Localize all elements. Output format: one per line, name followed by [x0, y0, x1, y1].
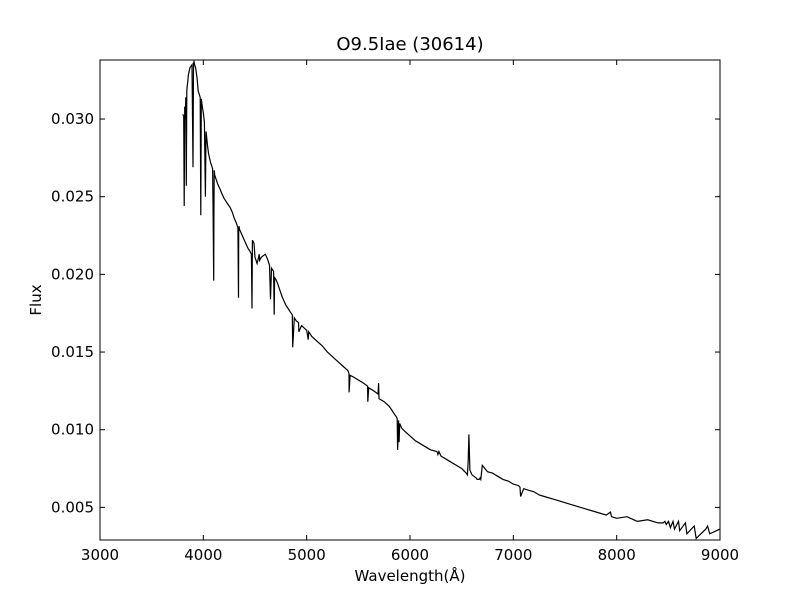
y-tick-label: 0.015	[51, 343, 94, 361]
x-tick-label: 3000	[81, 546, 119, 564]
chart-title: O9.5Iae (30614)	[336, 34, 483, 55]
x-tick-label: 6000	[391, 546, 429, 564]
x-tick-label: 7000	[494, 546, 532, 564]
x-tick-label: 8000	[598, 546, 636, 564]
y-axis-title: Flux	[27, 284, 45, 315]
x-tick-label: 4000	[184, 546, 222, 564]
y-tick-label: 0.030	[51, 110, 94, 128]
flux-series-line	[182, 60, 720, 540]
x-tick-label: 9000	[701, 546, 739, 564]
x-tick-label: 5000	[288, 546, 326, 564]
y-axis: 0.005 0.010 0.015 0.020 0.025 0.030	[51, 110, 720, 516]
x-axis: 3000 4000 5000 6000 7000 8000 9000	[81, 60, 739, 564]
y-tick-label: 0.005	[51, 498, 94, 516]
y-tick-label: 0.010	[51, 421, 94, 439]
x-axis-title: Wavelength(Å)	[355, 566, 466, 585]
y-tick-label: 0.025	[51, 188, 94, 206]
y-tick-label: 0.020	[51, 265, 94, 283]
